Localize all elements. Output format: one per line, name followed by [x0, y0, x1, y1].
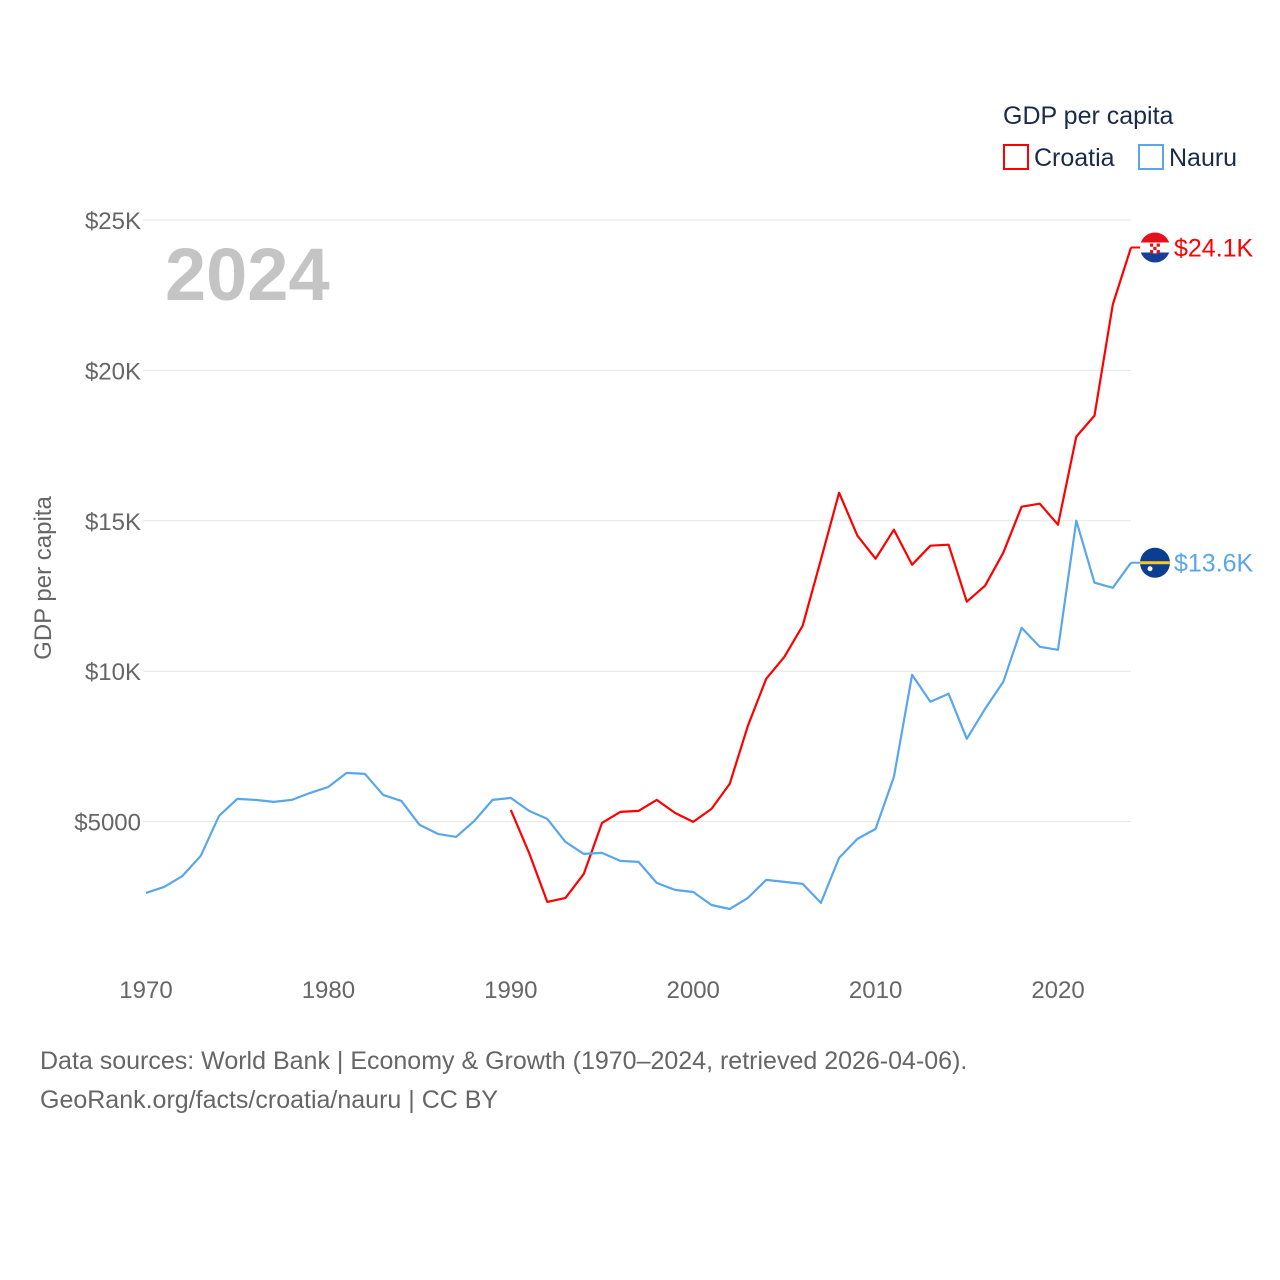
- x-tick-label: 2010: [849, 977, 902, 1004]
- series-lines: [145, 247, 1133, 911]
- legend-title: GDP per capita: [1003, 102, 1174, 130]
- legend: GDP per capita Croatia Nauru: [1003, 102, 1237, 172]
- legend-label-nauru[interactable]: Nauru: [1169, 144, 1237, 172]
- end-value-label-nauru: $13.6K: [1174, 550, 1254, 578]
- year-watermark: 2024: [165, 233, 330, 316]
- x-tick-label: 1970: [119, 977, 172, 1004]
- x-tick-label: 2020: [1031, 977, 1084, 1004]
- legend-label-croatia[interactable]: Croatia: [1034, 144, 1115, 172]
- series-end-labels: $24.1K $13.6K: [1131, 232, 1254, 578]
- x-axis-ticks: 1970 1980 1990 2000 2010 2020: [119, 977, 1084, 1004]
- y-tick-label: $5000: [74, 810, 141, 837]
- source-link[interactable]: GeoRank.org/facts/croatia/nauru | CC BY: [40, 1086, 499, 1114]
- y-axis-label: GDP per capita: [30, 496, 57, 660]
- x-tick-label: 1980: [302, 977, 355, 1004]
- x-tick-label: 1990: [484, 977, 537, 1004]
- croatia-flag-icon: [1140, 232, 1170, 263]
- y-axis-ticks: $5000 $10K $15K $20K $25K: [74, 208, 141, 837]
- series-line-croatia: [509, 247, 1133, 904]
- x-tick-label: 2000: [667, 977, 720, 1004]
- legend-swatch-croatia[interactable]: [1003, 144, 1029, 170]
- y-tick-label: $10K: [85, 659, 141, 686]
- series-line-nauru: [145, 519, 1132, 911]
- y-tick-label: $20K: [85, 358, 141, 385]
- nauru-flag-icon: [1140, 547, 1170, 578]
- footer: Data sources: World Bank | Economy & Gro…: [40, 1042, 967, 1120]
- data-sources-text: Data sources: World Bank | Economy & Gro…: [40, 1047, 968, 1075]
- legend-swatch-nauru[interactable]: [1138, 144, 1164, 170]
- end-value-label-croatia: $24.1K: [1174, 234, 1254, 262]
- grid-lines: [143, 219, 1131, 823]
- y-tick-label: $15K: [85, 509, 141, 536]
- y-tick-label: $25K: [85, 208, 141, 235]
